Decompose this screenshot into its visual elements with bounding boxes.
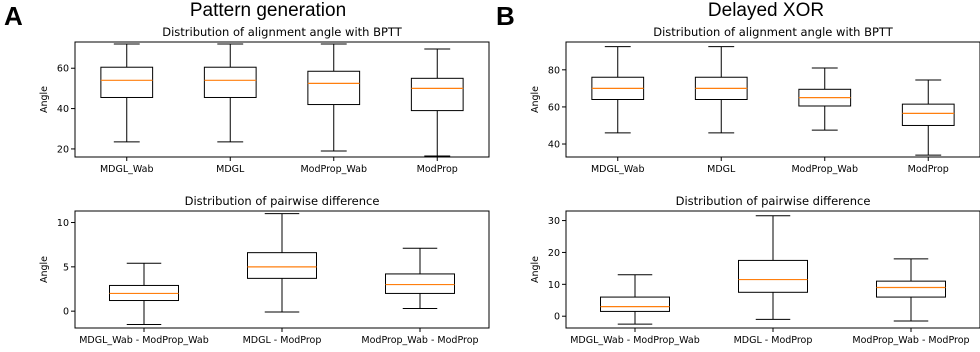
box-2 bbox=[694, 46, 748, 134]
y-tick-label: 80 bbox=[548, 65, 560, 76]
box-2 bbox=[738, 215, 808, 320]
chart-1: Distribution of alignment angle with BPT… bbox=[39, 25, 490, 175]
y-tick-label: 10 bbox=[57, 218, 69, 229]
chart-4: Distribution of pairwise difference 0 10 20… bbox=[530, 194, 980, 346]
y-axis-label: Angle bbox=[530, 256, 541, 283]
y-tick-label: 60 bbox=[57, 64, 69, 75]
panel-title-b: Delayed XOR bbox=[708, 0, 824, 21]
box-1 bbox=[591, 46, 645, 134]
y-tick-label: 40 bbox=[548, 140, 560, 151]
y-tick-label: 0 bbox=[554, 312, 560, 323]
y-tick-label: 60 bbox=[548, 102, 560, 113]
plot-frame bbox=[565, 41, 980, 158]
iqr-box bbox=[203, 66, 257, 98]
panel-letter-a: A bbox=[4, 1, 23, 31]
y-tick-label: 10 bbox=[548, 280, 560, 291]
iqr-box bbox=[600, 296, 670, 312]
y-tick-label: 0 bbox=[63, 307, 69, 318]
y-axis-label: Angle bbox=[39, 86, 50, 113]
panel-letter-b: B bbox=[496, 1, 515, 31]
iqr-box bbox=[307, 70, 361, 106]
y-tick-label: 30 bbox=[548, 216, 560, 227]
x-tick-label: ModProp_Wab - ModProp bbox=[852, 335, 969, 346]
box-1 bbox=[100, 43, 154, 143]
box-4 bbox=[410, 48, 464, 157]
x-tick-label: MDGL_Wab - ModProp_Wab bbox=[570, 335, 700, 346]
iqr-box bbox=[385, 273, 455, 294]
iqr-box bbox=[247, 252, 317, 279]
y-tick-label: 20 bbox=[57, 144, 69, 155]
x-tick-label: MDGL_Wab bbox=[591, 164, 645, 175]
plot-frame bbox=[74, 41, 490, 158]
x-tick-label: MDGL - ModProp bbox=[734, 335, 813, 346]
panel-title-a: Pattern generation bbox=[190, 0, 346, 21]
box-3 bbox=[385, 247, 455, 309]
box-2 bbox=[247, 213, 317, 313]
y-tick-label: 20 bbox=[548, 248, 560, 259]
box-3 bbox=[876, 258, 946, 322]
chart-title: Distribution of alignment angle with BPT… bbox=[162, 25, 403, 39]
iqr-box bbox=[738, 259, 808, 293]
x-tick-label: ModProp_Wab bbox=[300, 164, 367, 175]
y-axis-label: Angle bbox=[39, 256, 50, 283]
box-1 bbox=[109, 262, 179, 325]
charts-layer: Distribution of alignment angle with BPT… bbox=[39, 25, 980, 346]
chart-2: Distribution of pairwise difference 0 5 10 A… bbox=[39, 194, 490, 346]
x-tick-label: MDGL - ModProp bbox=[243, 335, 322, 346]
box-2 bbox=[203, 43, 257, 143]
iqr-box bbox=[901, 103, 955, 126]
y-axis-label: Angle bbox=[530, 86, 541, 113]
y-tick-label: 5 bbox=[63, 262, 69, 273]
chart-title: Distribution of pairwise difference bbox=[676, 194, 871, 208]
iqr-box bbox=[100, 66, 154, 98]
chart-title: Distribution of alignment angle with BPT… bbox=[653, 25, 894, 39]
y-tick-label: 40 bbox=[57, 104, 69, 115]
box-1 bbox=[600, 274, 670, 325]
x-tick-label: MDGL_Wab - ModProp_Wab bbox=[79, 335, 209, 346]
x-tick-label: MDGL bbox=[216, 164, 245, 175]
box-4 bbox=[901, 79, 955, 156]
iqr-box bbox=[876, 280, 946, 298]
box-3 bbox=[798, 67, 852, 131]
box-3 bbox=[307, 43, 361, 152]
iqr-box bbox=[410, 77, 464, 112]
x-tick-label: MDGL_Wab bbox=[100, 164, 154, 175]
chart-3: Distribution of alignment angle with BPT… bbox=[530, 25, 980, 175]
chart-title: Distribution of pairwise difference bbox=[185, 194, 380, 208]
x-tick-label: ModProp bbox=[417, 164, 458, 175]
x-tick-label: ModProp_Wab bbox=[791, 164, 858, 175]
x-tick-label: ModProp bbox=[908, 164, 949, 175]
x-tick-label: MDGL bbox=[707, 164, 736, 175]
x-tick-label: ModProp_Wab - ModProp bbox=[361, 335, 478, 346]
